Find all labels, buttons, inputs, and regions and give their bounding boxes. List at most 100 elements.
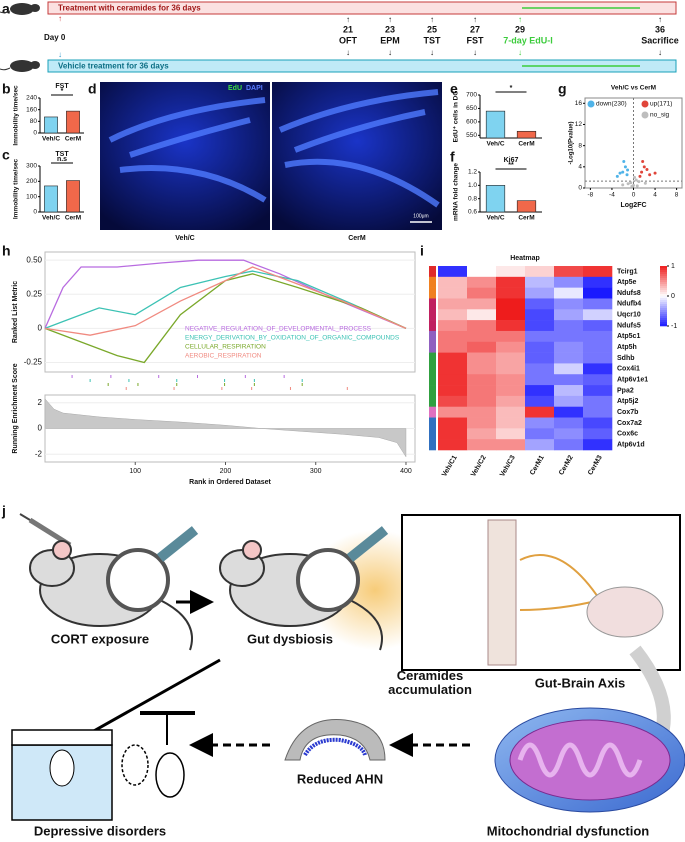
- row-label: Ndufs8: [617, 290, 641, 297]
- heatmap-cell: [496, 266, 526, 278]
- y2-tick-label: -2: [35, 449, 43, 458]
- row-label: Tcirg1: [617, 268, 638, 275]
- y-tick-label: 200: [26, 178, 37, 185]
- point: [637, 180, 641, 184]
- event-day: 36: [655, 24, 665, 34]
- point: [648, 173, 652, 177]
- heatmap-cell: [467, 276, 497, 288]
- schematic: [11, 513, 685, 821]
- row-label: Atp6v1e1: [617, 376, 648, 383]
- colorbar-step: [660, 314, 667, 317]
- heatmap-cell: [554, 428, 584, 440]
- panel-label: f: [450, 149, 455, 165]
- dentate-gyrus: [278, 89, 440, 208]
- heatmap-cell: [496, 320, 526, 332]
- y-tick-label: 0.50: [26, 255, 42, 264]
- y-axis-label: mRNA fold change: [453, 163, 460, 221]
- x-tick-label: CerM: [65, 215, 81, 222]
- heatmap-cell: [554, 309, 584, 321]
- heatmap-cell: [525, 298, 555, 310]
- heatmap-cell: [438, 363, 468, 375]
- colorbar-step: [660, 294, 667, 297]
- enrichment-line: [44, 273, 407, 364]
- colorbar-step: [660, 288, 667, 291]
- row-group-strip: [429, 341, 436, 353]
- column-label: CerM2: [558, 454, 575, 476]
- colorbar-label: 0: [671, 293, 675, 300]
- row-group-strip: [429, 374, 436, 386]
- x-tick-label: Veh/C: [486, 215, 504, 222]
- y-tick-label: 300: [26, 163, 37, 170]
- row-group-strip: [429, 352, 436, 364]
- point: [626, 182, 630, 186]
- heatmap-cell: [438, 374, 468, 386]
- x-tick-label: Veh/C: [42, 215, 60, 222]
- panel-label: h: [2, 243, 11, 259]
- point: [635, 184, 639, 188]
- y-tick-label: 0.8: [468, 195, 477, 202]
- colorbar-step: [660, 306, 667, 309]
- panel-label: c: [2, 147, 10, 163]
- event-label: FST: [467, 35, 485, 45]
- schematic-label: Gut-Brain Axis: [535, 675, 626, 690]
- heatmap-cell: [467, 417, 497, 429]
- column-label: Veh/C3: [499, 454, 517, 478]
- mouse-cort: [29, 526, 199, 651]
- heatmap-cell: [554, 330, 584, 343]
- point: [626, 168, 630, 172]
- colorbar-step: [660, 310, 667, 313]
- y-tick-label: 1.2: [468, 169, 477, 176]
- heatmap-cell: [467, 309, 497, 321]
- y-tick-label: 80: [30, 118, 38, 125]
- arrow: ↓: [58, 50, 62, 59]
- heatmap-cell: [467, 395, 497, 408]
- heatmap-cell: [525, 363, 555, 375]
- y-tick-label: 240: [26, 95, 37, 102]
- y-tick-label: 700: [466, 92, 477, 99]
- heatmap-cell: [583, 406, 613, 418]
- heatmap-cell: [496, 439, 526, 451]
- heatmap-cell: [525, 406, 555, 418]
- heatmap-cell: [583, 363, 613, 375]
- heatmap-cell: [467, 266, 497, 278]
- legend-label: down(230): [596, 101, 627, 108]
- heatmap-cell: [496, 417, 526, 429]
- colorbar-step: [660, 266, 667, 269]
- heatmap-cell: [583, 330, 613, 343]
- row-label: Atp6v1d: [617, 441, 645, 448]
- metric-area: [44, 398, 407, 458]
- colorbar-step: [660, 298, 667, 301]
- x-tick-label: -4: [609, 192, 615, 199]
- row-group-strip: [429, 287, 436, 299]
- x-tick-label: CerM: [518, 215, 534, 222]
- heatmap-cell: [525, 309, 555, 321]
- heatmap-cell: [438, 287, 468, 299]
- arrow: ↑: [388, 15, 392, 24]
- heatmap-cell: [525, 428, 555, 440]
- row-group-strip: [429, 363, 436, 375]
- x-tick-label: Veh/C: [486, 141, 504, 148]
- chart-title: Ki67: [504, 157, 519, 164]
- point: [630, 184, 634, 188]
- heatmap-cell: [525, 352, 555, 364]
- colorbar-step: [660, 304, 667, 307]
- y-axis-label: Immobility time/sec: [13, 85, 20, 146]
- colorbar-step: [660, 278, 667, 281]
- y2-axis-label: Running Enrichment Score: [12, 363, 19, 453]
- heatmap-cell: [583, 395, 613, 408]
- arrow: ↓: [518, 48, 522, 57]
- legend-label: no_sig: [650, 112, 670, 119]
- row-label: Atp5j2: [617, 398, 639, 405]
- panel-label: g: [558, 81, 567, 97]
- heatmap-cell: [496, 352, 526, 364]
- arrow: ↓: [658, 48, 662, 57]
- heatmap-cell: [496, 374, 526, 386]
- schematic-label: Gut dysbiosis: [247, 631, 333, 646]
- heatmap-cell: [438, 341, 468, 353]
- heatmap-cell: [438, 309, 468, 321]
- legend-label: ENERGY_DERIVATION_BY_OXIDATION_OF_ORGANI…: [185, 335, 400, 342]
- heatmap-cell: [525, 395, 555, 408]
- colorbar-step: [660, 318, 667, 321]
- heatmap-cell: [583, 266, 613, 278]
- heatmap-cell: [467, 287, 497, 299]
